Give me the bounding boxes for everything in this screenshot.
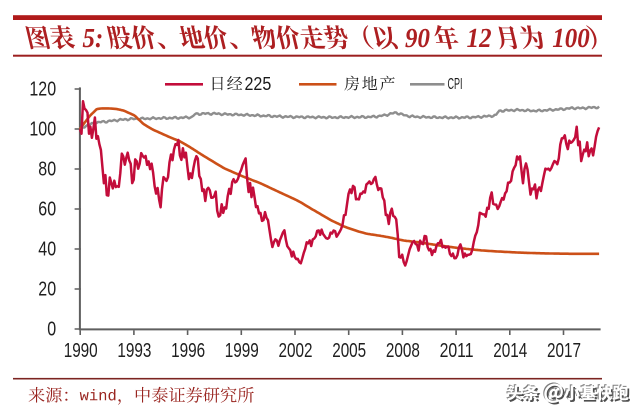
svg-text:40: 40 <box>38 239 56 261</box>
svg-text:120: 120 <box>29 79 56 101</box>
svg-text:2017: 2017 <box>547 340 581 362</box>
svg-text:2008: 2008 <box>386 340 420 362</box>
svg-text:80: 80 <box>38 159 56 181</box>
svg-text:0: 0 <box>47 319 56 341</box>
svg-text:20: 20 <box>38 279 56 301</box>
svg-text:2002: 2002 <box>279 340 313 362</box>
svg-text:CPI: CPI <box>448 76 463 93</box>
svg-text:2011: 2011 <box>440 340 474 362</box>
svg-text:1996: 1996 <box>171 340 205 362</box>
svg-text:1990: 1990 <box>64 340 98 362</box>
svg-text:2005: 2005 <box>332 340 366 362</box>
svg-text:2014: 2014 <box>493 340 527 362</box>
svg-text:100: 100 <box>29 119 56 141</box>
svg-text:1993: 1993 <box>117 340 151 362</box>
svg-text:225: 225 <box>245 73 272 94</box>
svg-text:60: 60 <box>38 199 56 221</box>
svg-text:1999: 1999 <box>225 340 259 362</box>
